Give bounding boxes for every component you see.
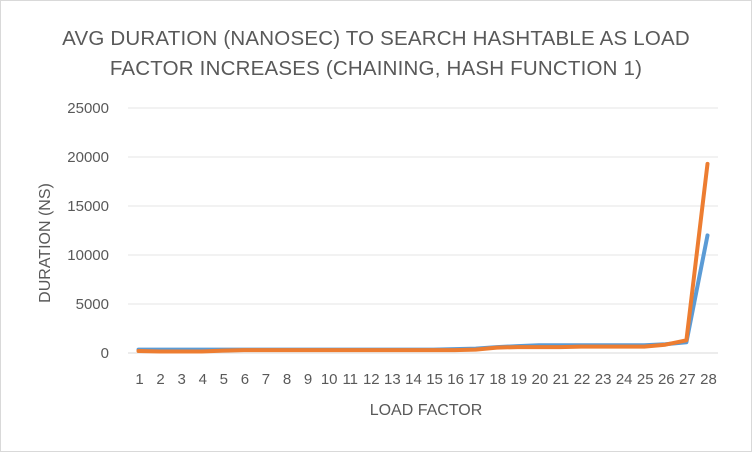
x-axis-ticks: 1 2 3 4 5 6 7 8 9 10 11 12 13 14 15 16 17 18 19 20 21 22 23 24 2…	[135, 371, 716, 388]
y-axis-ticks: 0 5000 10000 15000 20000 25000	[67, 100, 109, 362]
x-tick-label: 3	[178, 371, 186, 388]
x-tick-label: 28	[700, 371, 717, 388]
chart-title-line-2: FACTOR INCREASES (CHAINING, HASH FUNCTIO…	[109, 57, 643, 80]
x-tick-label: 14	[405, 371, 422, 388]
x-tick-label: 27	[679, 371, 696, 388]
x-tick-label: 7	[262, 371, 270, 388]
x-tick-label: 18	[489, 371, 506, 388]
series-line-2	[136, 161, 710, 354]
x-tick-label: 16	[447, 371, 464, 388]
y-tick-label: 20000	[67, 149, 109, 166]
x-tick-label: 22	[574, 371, 591, 388]
x-axis-title: LOAD FACTOR	[370, 402, 483, 419]
x-tick-label: 24	[616, 371, 633, 388]
y-tick-label: 25000	[67, 100, 109, 117]
x-tick-label: 19	[510, 371, 527, 388]
series-line-1	[136, 233, 710, 352]
x-tick-label: 21	[553, 371, 570, 388]
x-tick-label: 20	[532, 371, 549, 388]
series-layer	[136, 161, 710, 354]
x-tick-label: 25	[637, 371, 654, 388]
x-tick-label: 5	[220, 371, 228, 388]
x-tick-label: 8	[283, 371, 291, 388]
chart-title-line-1: AVG DURATION (NANOSEC) TO SEARCH HASHTAB…	[62, 27, 690, 50]
x-tick-label: 13	[384, 371, 401, 388]
x-tick-label: 11	[342, 371, 358, 388]
x-tick-label: 15	[426, 371, 443, 388]
x-tick-label: 23	[595, 371, 612, 388]
x-tick-label: 6	[241, 371, 249, 388]
x-tick-label: 17	[468, 371, 485, 388]
x-tick-label: 9	[304, 371, 312, 388]
x-tick-label: 4	[199, 371, 207, 388]
chart-title: AVG DURATION (NANOSEC) TO SEARCH HASHTAB…	[0, 24, 752, 84]
x-tick-label: 26	[658, 371, 675, 388]
y-tick-label: 5000	[76, 296, 109, 313]
x-tick-label: 10	[321, 371, 338, 388]
y-axis-title: DURATION (NS)	[37, 183, 54, 303]
y-tick-label: 0	[101, 345, 109, 362]
y-tick-label: 10000	[67, 247, 109, 264]
y-tick-label: 15000	[67, 198, 109, 215]
x-tick-label: 12	[363, 371, 380, 388]
gridlines	[128, 107, 718, 354]
x-tick-label: 1	[135, 371, 143, 388]
x-tick-label: 2	[156, 371, 164, 388]
